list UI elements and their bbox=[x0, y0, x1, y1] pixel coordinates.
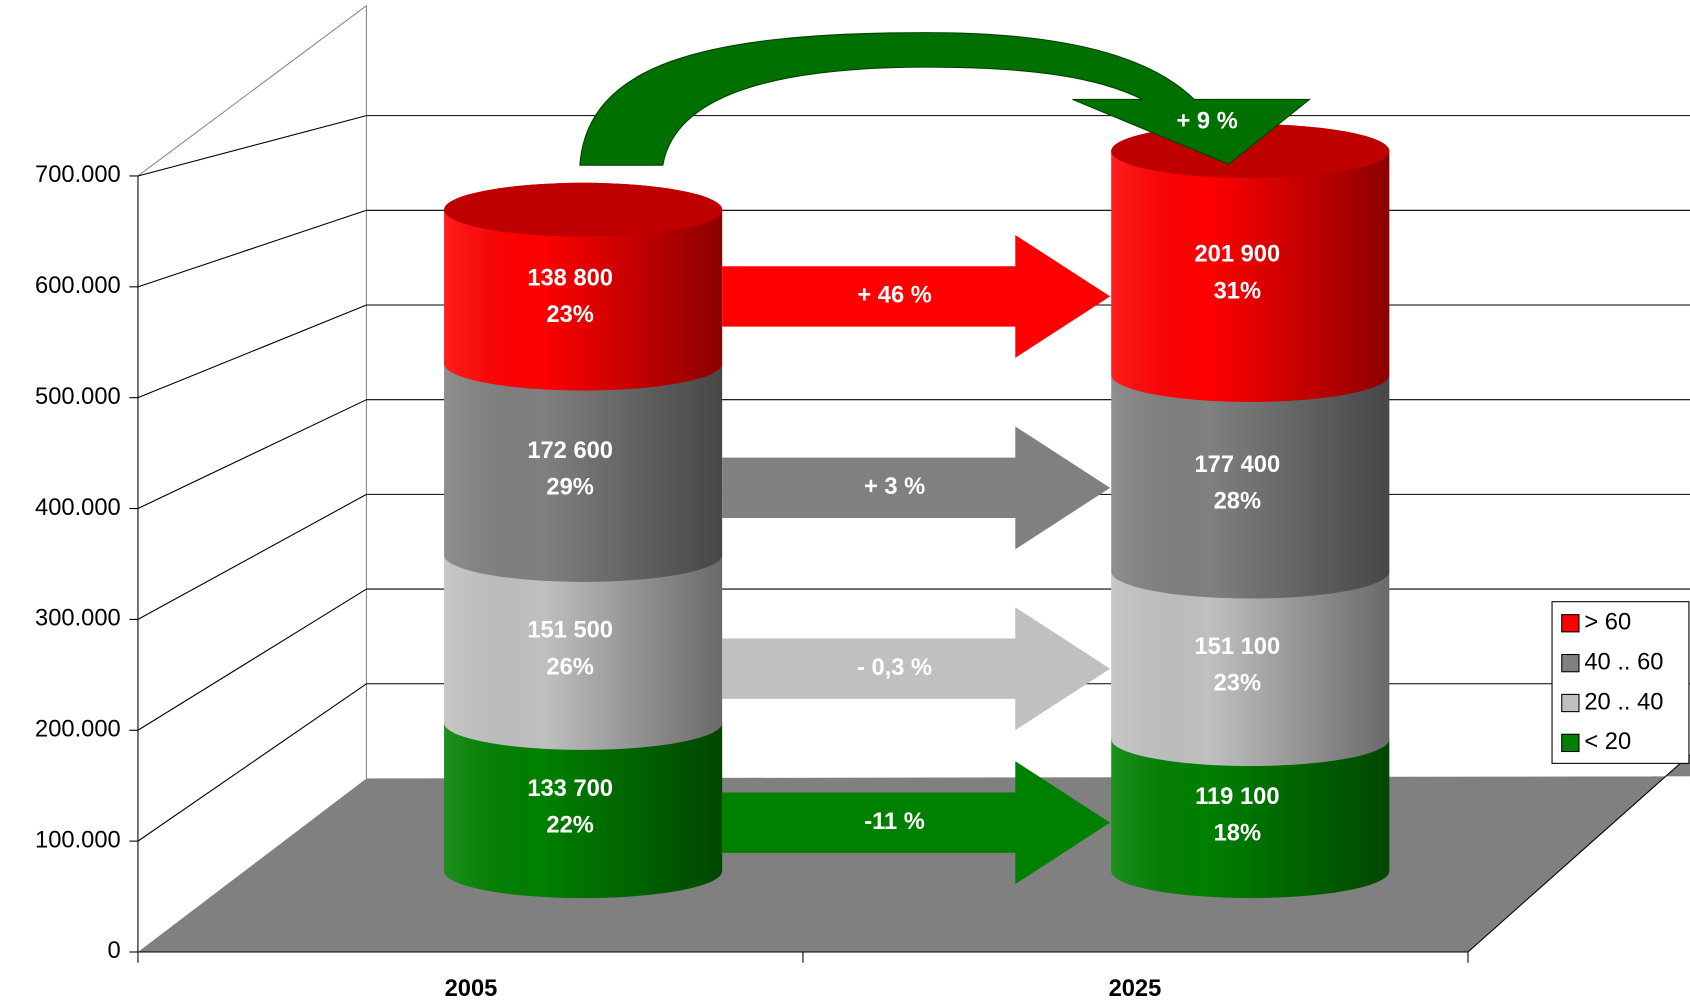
legend-label: > 60 bbox=[1584, 610, 1631, 636]
total-change-label: + 9 % bbox=[1177, 108, 1238, 134]
y-tick-label: 500.000 bbox=[35, 384, 121, 410]
share-label: 23% bbox=[1214, 671, 1261, 697]
grid-line bbox=[137, 493, 367, 620]
value-label: 138 800 bbox=[527, 265, 613, 291]
share-label: 23% bbox=[546, 302, 593, 328]
cylinder-top-shade bbox=[444, 182, 723, 237]
value-label: 201 900 bbox=[1194, 242, 1280, 268]
y-tick-label: 600.000 bbox=[35, 273, 121, 299]
segment-shading bbox=[1111, 348, 1390, 599]
value-label: 177 400 bbox=[1194, 452, 1280, 478]
segment-shading bbox=[1111, 544, 1390, 767]
segment-shading bbox=[444, 695, 723, 899]
y-tick-label: 700.000 bbox=[35, 162, 121, 188]
y-tick-label: 300.000 bbox=[35, 606, 121, 632]
segment-shading bbox=[444, 336, 723, 582]
change-arrow bbox=[722, 607, 1111, 731]
change-arrow bbox=[722, 426, 1111, 550]
grid-line bbox=[137, 209, 367, 288]
floor-edge bbox=[1467, 754, 1690, 953]
legend-label: < 20 bbox=[1584, 729, 1631, 755]
total-arrow bbox=[579, 32, 1312, 166]
change-label: + 46 % bbox=[857, 283, 931, 309]
grid-line bbox=[137, 588, 367, 731]
y-tick-label: 0 bbox=[108, 938, 121, 964]
legend-swatch bbox=[1561, 693, 1580, 713]
grid-line bbox=[137, 304, 367, 399]
value-label: 151 100 bbox=[1194, 634, 1280, 660]
legend-swatch bbox=[1561, 653, 1580, 673]
change-label: -11 % bbox=[864, 809, 925, 835]
change-label: - 0,3 % bbox=[857, 655, 932, 681]
value-label: 119 100 bbox=[1195, 784, 1279, 810]
grid-line bbox=[137, 115, 367, 177]
share-label: 29% bbox=[546, 475, 593, 501]
segment-shading bbox=[1111, 124, 1390, 402]
share-label: 26% bbox=[546, 654, 593, 680]
y-tick-label: 400.000 bbox=[35, 495, 121, 521]
grid-line bbox=[137, 683, 367, 842]
change-label: + 3 % bbox=[864, 474, 925, 500]
share-label: 22% bbox=[546, 812, 593, 838]
share-label: 31% bbox=[1214, 278, 1261, 304]
floor bbox=[137, 754, 1690, 952]
value-label: 151 500 bbox=[527, 618, 613, 644]
change-arrow bbox=[722, 761, 1111, 885]
legend-swatch bbox=[1561, 614, 1580, 633]
value-label: 172 600 bbox=[527, 438, 613, 464]
x-tick-label: 2025 bbox=[1109, 976, 1162, 1002]
share-label: 28% bbox=[1214, 489, 1261, 515]
y-tick-label: 100.000 bbox=[35, 827, 121, 853]
legend-swatch bbox=[1561, 733, 1580, 753]
x-tick-label: 2005 bbox=[445, 976, 498, 1002]
grid-line bbox=[137, 399, 367, 510]
value-label: 133 700 bbox=[527, 776, 613, 802]
legend-label: 40 .. 60 bbox=[1584, 649, 1663, 675]
cylinder-top bbox=[444, 182, 723, 237]
segment-shading bbox=[444, 528, 723, 750]
segment-shading bbox=[444, 182, 723, 391]
legend-label: 20 .. 40 bbox=[1584, 689, 1663, 715]
side-wall-top bbox=[137, 5, 367, 177]
share-label: 18% bbox=[1214, 820, 1261, 846]
y-tick-label: 200.000 bbox=[35, 717, 121, 743]
change-arrow bbox=[722, 234, 1111, 358]
